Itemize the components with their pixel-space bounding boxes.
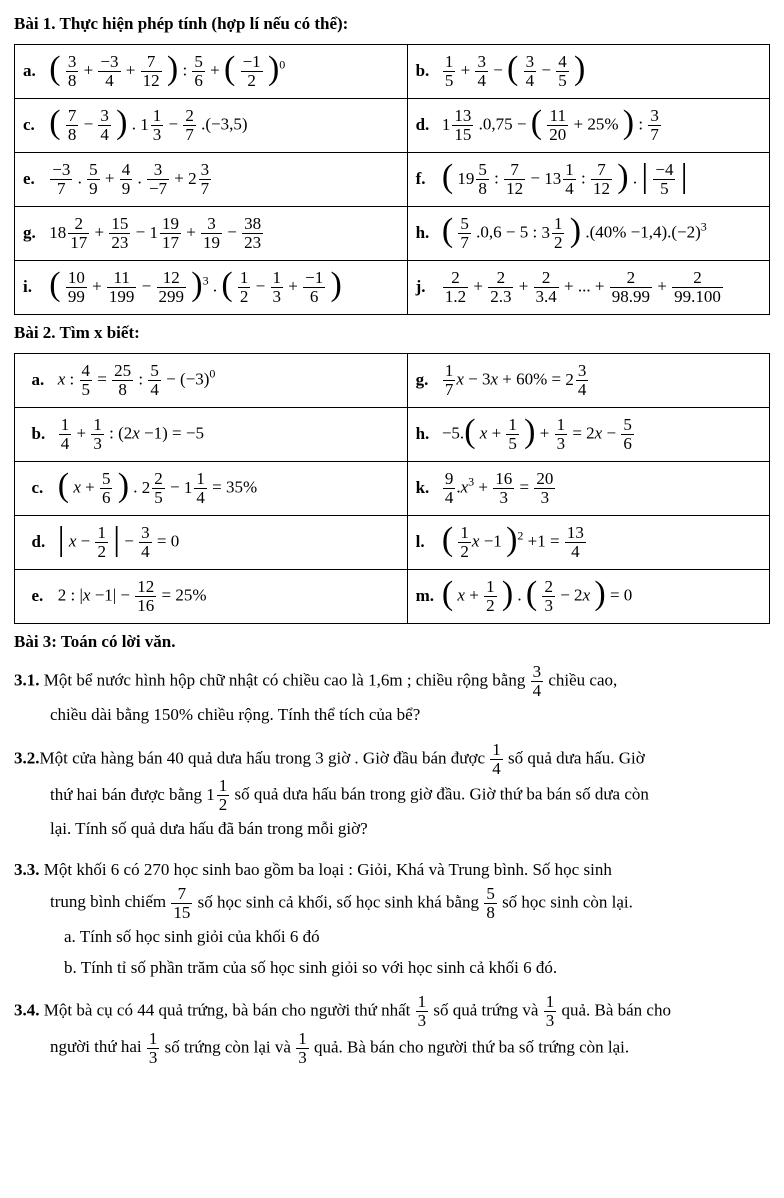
p34-num: 3.4. <box>14 1000 40 1019</box>
label-k2: k. <box>416 476 438 500</box>
b1-g: g. 18217 + 1523 − 11917 + 319 − 3823 <box>15 206 408 260</box>
b1-a: a. ( 38 + −34 + 712 ) : 56 + ( −12 )0 <box>15 44 408 98</box>
p33-num: 3.3. <box>14 860 40 879</box>
p33-line3: a. Tính số học sinh giỏi của khối 6 đó <box>64 927 320 946</box>
label-d: d. <box>416 113 438 137</box>
bai2-title: Bài 2. Tìm x biết: <box>14 321 770 345</box>
label-c: c. <box>23 113 45 137</box>
p31-num: 3.1. <box>14 671 40 690</box>
p34-line2b: số trứng còn lại và <box>165 1037 296 1056</box>
label-b: b. <box>416 59 438 83</box>
p33-line1: Một khối 6 có 270 học sinh bao gồm ba lo… <box>44 860 612 879</box>
p32-line2a: thứ hai bán được bằng <box>50 785 206 804</box>
label-g2: g. <box>416 368 438 392</box>
b1-h: h. ( 57 .0,6 − 5 : 312 ) .(40% −1,4).(−2… <box>407 206 769 260</box>
p31-line1a: Một bể nước hình hộp chữ nhật có chiều c… <box>44 671 530 690</box>
label-e: e. <box>23 167 45 191</box>
b2-h: h. −5.( x + 15 ) + 13 = 2x − 56 <box>407 407 769 461</box>
label-m2: m. <box>416 584 438 608</box>
label-e2: e. <box>32 584 54 608</box>
p31: 3.1. Một bể nước hình hộp chữ nhật có ch… <box>14 663 770 730</box>
p33-line4: b. Tính tỉ số phần trăm của số học sinh … <box>64 958 557 977</box>
p34-line1c: quả. Bà bán cho <box>561 1000 671 1019</box>
label-j: j. <box>416 275 438 299</box>
p34: 3.4. Một bà cụ có 44 quả trứng, bà bán c… <box>14 993 770 1066</box>
p32: 3.2.Một cửa hàng bán 40 quả dưa hấu tron… <box>14 741 770 845</box>
b2-a: a. x : 45 = 258 : 54 − (−3)0 <box>15 353 408 407</box>
b2-b: b. 14 + 13 : (2x −1) = −5 <box>15 407 408 461</box>
b1-b: b. 15 + 34 − ( 34 − 45 ) <box>407 44 769 98</box>
b2-m: m. ( x + 12 ) . ( 23 − 2x ) = 0 <box>407 569 769 623</box>
b2-l: l. ( 12x −1 )2 +1 = 134 <box>407 515 769 569</box>
p32-line1a: Một cửa hàng bán 40 quả dưa hấu trong 3 … <box>40 748 490 767</box>
b2-g: g. 17x − 3x + 60% = 234 <box>407 353 769 407</box>
label-h: h. <box>416 221 438 245</box>
bai1-title: Bài 1. Thực hiện phép tính (hợp lí nếu c… <box>14 12 770 36</box>
bai2-table: a. x : 45 = 258 : 54 − (−3)0 g. 17x − 3x… <box>14 353 770 624</box>
b2-k: k. 94.x3 + 163 = 203 <box>407 461 769 515</box>
bai1-table: a. ( 38 + −34 + 712 ) : 56 + ( −12 )0 b.… <box>14 44 770 315</box>
b2-c: c. ( x + 56 ) . 225 − 114 = 35% <box>15 461 408 515</box>
p34-line2a: người thứ hai <box>50 1037 146 1056</box>
b1-j: j. 21.2 + 22.3 + 23.4 + ... + 298.99 + 2… <box>407 260 769 314</box>
p32-line3: lại. Tính số quả dưa hấu đã bán trong mỗ… <box>50 819 368 838</box>
label-f: f. <box>416 167 438 191</box>
p33-line2b: số học sinh cả khối, số học sinh khá bằn… <box>198 892 484 911</box>
b2-d: d. | x − 12 | − 34 = 0 <box>15 515 408 569</box>
label-g: g. <box>23 221 45 245</box>
label-h2: h. <box>416 422 438 446</box>
p33: 3.3. Một khối 6 có 270 học sinh bao gồm … <box>14 855 770 983</box>
b1-c: c. ( 78 − 34 ) . 113 − 27 .(−3,5) <box>15 98 408 152</box>
p32-line1b: số quả dưa hấu. Giờ <box>508 748 645 767</box>
p34-line2c: quả. Bà bán cho người thứ ba số trứng cò… <box>314 1037 629 1056</box>
label-c2: c. <box>32 476 54 500</box>
b2-e: e. 2 : |x −1| − 1216 = 25% <box>15 569 408 623</box>
label-d2: d. <box>32 530 54 554</box>
label-a2: a. <box>32 368 54 392</box>
b1-d: d. 11315 .0,75 − ( 1120 + 25% ) : 37 <box>407 98 769 152</box>
label-b2: b. <box>32 422 54 446</box>
label-i: i. <box>23 275 45 299</box>
label-l2: l. <box>416 530 438 554</box>
p31-line2: chiều dài bằng 150% chiều rộng. Tính thể… <box>50 705 420 724</box>
bai3-title: Bài 3: Toán có lời văn. <box>14 630 770 654</box>
p32-num: 3.2. <box>14 748 40 767</box>
b1-e: e. −37 . 59 + 49 . 3−7 + 237 <box>15 152 408 206</box>
b1-i: i. ( 1099 + 11199 − 12299 )3 . ( 12 − 13… <box>15 260 408 314</box>
label-a: a. <box>23 59 45 83</box>
p32-line2b: số quả dưa hấu bán trong giờ đầu. Giờ th… <box>235 785 649 804</box>
p34-line1a: Một bà cụ có 44 quả trứng, bà bán cho ng… <box>44 1000 411 1019</box>
p34-line1b: số quả trứng và <box>433 1000 542 1019</box>
p31-line1b: chiều cao, <box>548 671 617 690</box>
p33-line2a: trung bình chiếm <box>50 892 170 911</box>
b1-f: f. ( 1958 : 712 − 1314 : 712 ) . | −45 | <box>407 152 769 206</box>
p33-line2c: số học sinh còn lại. <box>502 892 633 911</box>
